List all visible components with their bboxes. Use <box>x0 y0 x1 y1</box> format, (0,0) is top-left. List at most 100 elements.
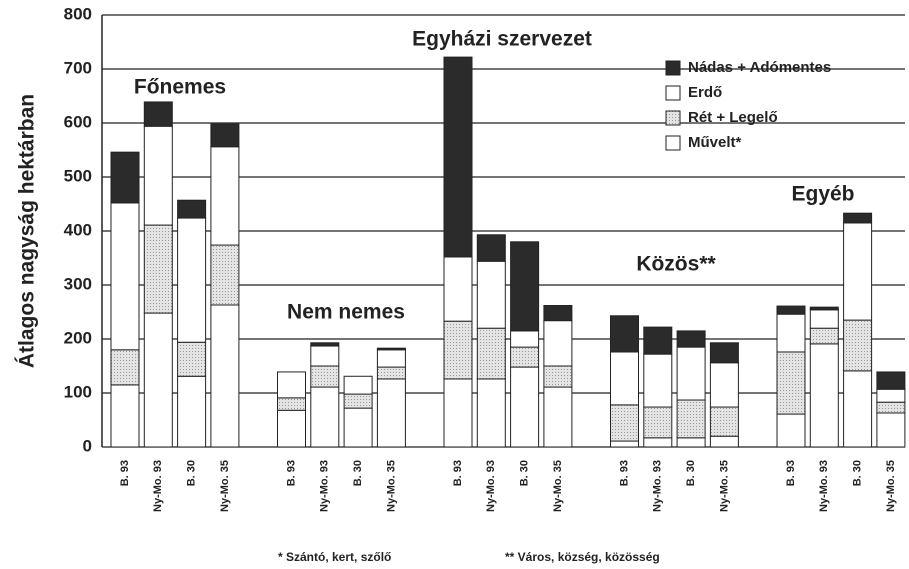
bar-segment <box>843 222 873 321</box>
bar-segment <box>709 406 739 437</box>
legend-swatch <box>665 60 681 76</box>
bar-segment <box>376 349 406 368</box>
bar-segment <box>443 256 473 322</box>
footnote: ** Város, község, közösség <box>505 550 660 564</box>
bar-segment <box>843 370 873 448</box>
bar-segment <box>776 305 806 315</box>
bar-segment <box>177 217 207 343</box>
legend-label: Nádas + Adómentes <box>688 59 831 76</box>
bar-segment <box>709 342 739 364</box>
bar-segment <box>843 212 873 224</box>
y-tick-label: 100 <box>64 382 92 401</box>
x-tick-label: Ny-Mo. 35 <box>219 460 231 512</box>
bar-segment <box>310 345 340 367</box>
bar-segment <box>809 309 839 329</box>
y-tick-label: 200 <box>64 328 92 347</box>
x-tick-label: B. 30 <box>685 460 697 486</box>
bar-segment <box>177 375 207 448</box>
bar-segment <box>543 305 573 322</box>
group-label: Nem nemes <box>287 301 405 324</box>
bar-segment <box>210 146 240 246</box>
bar-segment <box>376 366 406 380</box>
legend-swatch <box>665 135 681 151</box>
bar-segment <box>610 440 639 448</box>
bar-segment <box>476 378 506 448</box>
group-label: Főnemes <box>134 76 226 99</box>
bar-segment <box>510 330 540 348</box>
bar-segment <box>443 56 473 258</box>
y-tick-label: 0 <box>83 436 92 455</box>
bar-segment <box>876 412 906 448</box>
x-tick-label: Ny-Mo. 35 <box>552 460 564 512</box>
bar-segment <box>676 399 706 439</box>
x-tick-label: Ny-Mo. 93 <box>152 460 164 512</box>
bar-segment <box>277 371 306 399</box>
x-tick-label: B. 93 <box>618 460 630 486</box>
bar-segment <box>610 351 639 406</box>
bar-segment <box>110 202 140 351</box>
bar-segment <box>676 346 706 401</box>
group-label: Egyházi szervezet <box>412 28 592 51</box>
group-label: Közös** <box>636 253 716 276</box>
bar-segment <box>143 312 173 448</box>
bar-segment <box>110 151 140 204</box>
x-tick-label: B. 93 <box>285 460 297 486</box>
x-tick-label: Ny-Mo. 93 <box>652 460 664 512</box>
bar-segment <box>676 437 706 448</box>
bar-segment <box>510 241 540 332</box>
bar-segment <box>676 330 706 348</box>
bar-segment <box>210 244 240 306</box>
y-tick-label: 500 <box>64 166 92 185</box>
bar-segment <box>143 224 173 314</box>
x-tick-label: B. 30 <box>519 460 531 486</box>
bar-segment <box>776 351 806 415</box>
bar-segment <box>143 101 173 127</box>
bar-segment <box>310 342 340 347</box>
bar-segment <box>876 371 906 390</box>
bar-segment <box>476 234 506 262</box>
legend-label: Erdő <box>688 84 722 101</box>
bar-segment <box>510 346 540 368</box>
x-tick-label: Ny-Mo. 93 <box>485 460 497 512</box>
bar-segment <box>310 365 340 388</box>
bar-segment <box>343 375 373 395</box>
x-tick-label: B. 30 <box>352 460 364 486</box>
x-tick-label: B. 93 <box>785 460 797 486</box>
x-tick-label: B. 93 <box>452 460 464 486</box>
y-tick-label: 400 <box>64 220 92 239</box>
bar-segment <box>110 349 140 386</box>
legend-swatch <box>665 85 681 101</box>
x-tick-label: Ny-Mo. 35 <box>885 460 897 512</box>
x-tick-label: Ny-Mo. 93 <box>818 460 830 512</box>
x-tick-label: B. 30 <box>852 460 864 486</box>
x-tick-label: Ny-Mo. 35 <box>385 460 397 512</box>
x-tick-label: B. 93 <box>119 460 131 486</box>
bar-segment <box>543 320 573 367</box>
bar-segment <box>610 315 639 353</box>
bar-segment <box>177 199 207 219</box>
bar-segment <box>643 406 673 439</box>
bar-segment <box>476 327 506 380</box>
legend-label: Művelt* <box>688 134 742 151</box>
bar-segment <box>809 306 839 311</box>
bar-segment <box>376 378 406 448</box>
bar-segment <box>310 386 340 448</box>
bar-segment <box>876 401 906 414</box>
y-axis-label: Átlagos nagyság hektárban <box>16 94 39 368</box>
bar-segment <box>876 388 906 403</box>
bar-segment <box>809 343 839 448</box>
x-tick-label: Ny-Mo. 93 <box>319 460 331 512</box>
bar-segment <box>476 260 506 329</box>
legend-label: Rét + Legelő <box>688 109 778 126</box>
bar-segment <box>443 320 473 380</box>
bar-segment <box>177 341 207 377</box>
group-label: Egyéb <box>791 183 854 206</box>
bar-segment <box>510 366 540 448</box>
bar-segment <box>643 353 673 408</box>
x-tick-label: Ny-Mo. 35 <box>718 460 730 512</box>
bar-segment <box>343 393 373 409</box>
bar-segment <box>343 407 373 448</box>
bar-segment <box>776 413 806 448</box>
bar-segment <box>543 365 573 388</box>
